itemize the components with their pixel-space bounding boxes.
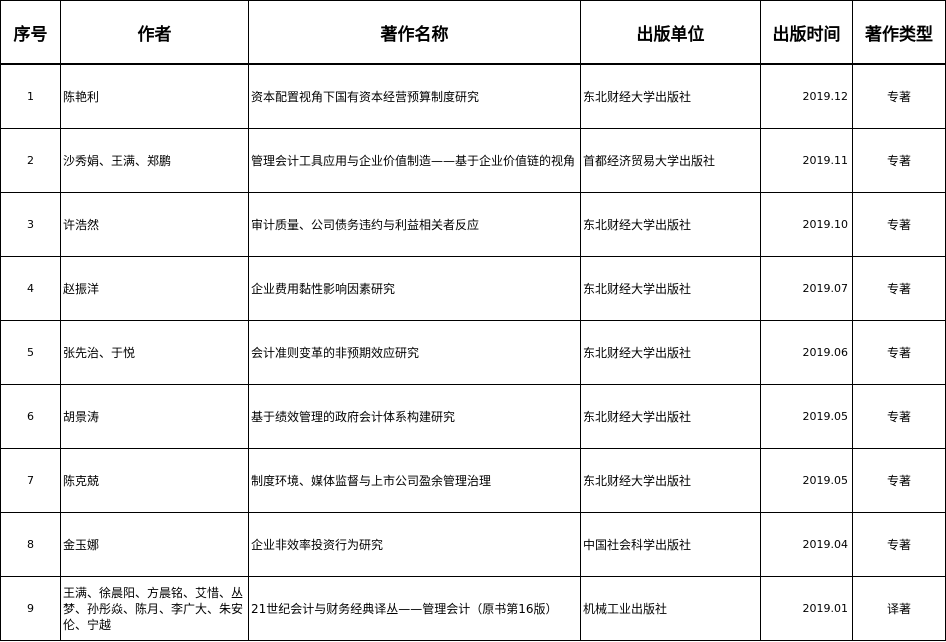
table-row: 9 王满、徐晨阳、方晨铭、艾惜、丛梦、孙彤焱、陈月、李广大、朱安伦、宁越 21世纪会…: [0, 576, 946, 641]
cell-date: 2019.01: [760, 576, 853, 641]
cell-title: 管理会计工具应用与企业价值制造——基于企业价值链的视角: [248, 128, 581, 193]
cell-type: 专著: [852, 192, 946, 257]
header-no: 序号: [0, 0, 61, 65]
table-row: 5 张先治、于悦 会计准则变革的非预期效应研究 东北财经大学出版社 2019.06 专著: [0, 320, 946, 385]
cell-author: 王满、徐晨阳、方晨铭、艾惜、丛梦、孙彤焱、陈月、李广大、朱安伦、宁越: [60, 576, 249, 641]
cell-no: 2: [0, 128, 61, 193]
cell-type: 专著: [852, 63, 946, 129]
header-row: 序号 作者 著作名称 出版单位 出版时间 著作类型: [0, 0, 946, 65]
cell-no: 6: [0, 384, 61, 449]
cell-publisher: 东北财经大学出版社: [580, 63, 761, 129]
cell-title: 资本配置视角下国有资本经营预算制度研究: [248, 63, 581, 129]
cell-no: 5: [0, 320, 61, 385]
header-type: 著作类型: [852, 0, 946, 65]
cell-type: 专著: [852, 384, 946, 449]
table-row: 8 金玉娜 企业非效率投资行为研究 中国社会科学出版社 2019.04 专著: [0, 512, 946, 577]
cell-no: 9: [0, 576, 61, 641]
cell-author: 金玉娜: [60, 512, 249, 577]
cell-no: 4: [0, 256, 61, 321]
cell-publisher: 东北财经大学出版社: [580, 320, 761, 385]
cell-date: 2019.05: [760, 448, 853, 513]
cell-author: 许浩然: [60, 192, 249, 257]
table-row: 6 胡景涛 基于绩效管理的政府会计体系构建研究 东北财经大学出版社 2019.05 专著: [0, 384, 946, 449]
cell-publisher: 机械工业出版社: [580, 576, 761, 641]
cell-publisher: 东北财经大学出版社: [580, 192, 761, 257]
cell-type: 专著: [852, 128, 946, 193]
cell-date: 2019.10: [760, 192, 853, 257]
cell-publisher: 中国社会科学出版社: [580, 512, 761, 577]
table-row: 3 许浩然 审计质量、公司债务违约与利益相关者反应 东北财经大学出版社 2019.10 专…: [0, 192, 946, 257]
cell-date: 2019.05: [760, 384, 853, 449]
table-row: 1 陈艳利 资本配置视角下国有资本经营预算制度研究 东北财经大学出版社 2019.12 专…: [0, 63, 946, 129]
cell-title: 会计准则变革的非预期效应研究: [248, 320, 581, 385]
cell-no: 8: [0, 512, 61, 577]
cell-publisher: 东北财经大学出版社: [580, 256, 761, 321]
cell-publisher: 首都经济贸易大学出版社: [580, 128, 761, 193]
cell-title: 审计质量、公司债务违约与利益相关者反应: [248, 192, 581, 257]
cell-no: 1: [0, 63, 61, 129]
table-row: 4 赵振洋 企业费用黏性影响因素研究 东北财经大学出版社 2019.07 专著: [0, 256, 946, 321]
cell-publisher: 东北财经大学出版社: [580, 448, 761, 513]
cell-no: 7: [0, 448, 61, 513]
header-author: 作者: [60, 0, 249, 65]
cell-no: 3: [0, 192, 61, 257]
cell-author: 胡景涛: [60, 384, 249, 449]
header-publisher: 出版单位: [580, 0, 761, 65]
cell-date: 2019.07: [760, 256, 853, 321]
table-row: 7 陈克兢 制度环境、媒体监督与上市公司盈余管理治理 东北财经大学出版社 2019.05…: [0, 448, 946, 513]
table-row: 2 沙秀娟、王满、郑鹏 管理会计工具应用与企业价值制造——基于企业价值链的视角 首都经…: [0, 128, 946, 193]
cell-title: 21世纪会计与财务经典译丛——管理会计（原书第16版）: [248, 576, 581, 641]
cell-date: 2019.11: [760, 128, 853, 193]
cell-type: 专著: [852, 256, 946, 321]
cell-type: 专著: [852, 512, 946, 577]
cell-title: 企业非效率投资行为研究: [248, 512, 581, 577]
cell-title: 制度环境、媒体监督与上市公司盈余管理治理: [248, 448, 581, 513]
cell-type: 专著: [852, 448, 946, 513]
cell-author: 陈克兢: [60, 448, 249, 513]
cell-type: 专著: [852, 320, 946, 385]
cell-author: 沙秀娟、王满、郑鹏: [60, 128, 249, 193]
cell-date: 2019.04: [760, 512, 853, 577]
cell-title: 基于绩效管理的政府会计体系构建研究: [248, 384, 581, 449]
cell-publisher: 东北财经大学出版社: [580, 384, 761, 449]
cell-date: 2019.12: [760, 63, 853, 129]
cell-title: 企业费用黏性影响因素研究: [248, 256, 581, 321]
header-title: 著作名称: [248, 0, 581, 65]
cell-type: 译著: [852, 576, 946, 641]
cell-author: 陈艳利: [60, 63, 249, 129]
header-date: 出版时间: [760, 0, 853, 65]
cell-author: 赵振洋: [60, 256, 249, 321]
cell-date: 2019.06: [760, 320, 853, 385]
cell-author: 张先治、于悦: [60, 320, 249, 385]
